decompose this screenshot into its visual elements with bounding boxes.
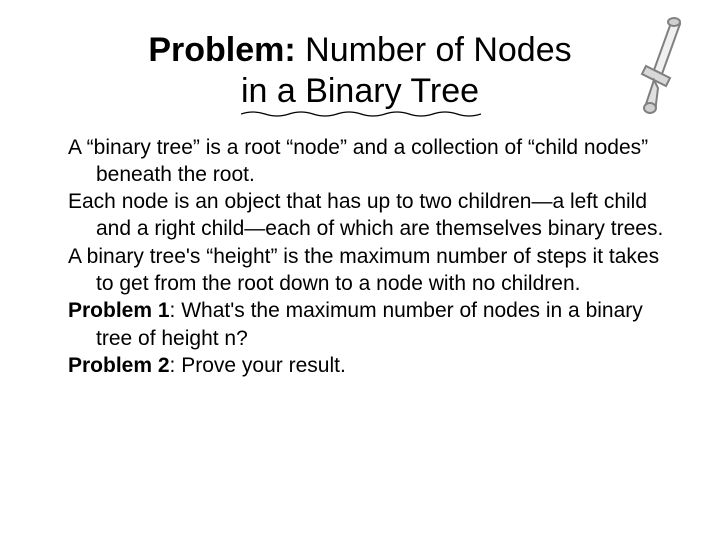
title-line-2-text: in a Binary Tree	[241, 72, 479, 110]
title-line-1: Problem: Number of Nodes	[80, 30, 640, 71]
problem-1-label: Problem 1	[68, 299, 170, 322]
problem-1-text: : What's the maximum number of nodes in …	[96, 299, 643, 349]
paragraph-4: Problem 1: What's the maximum number of …	[40, 297, 680, 352]
body-text: A “binary tree” is a root “node” and a c…	[40, 134, 680, 380]
title-rest-1: Number of Nodes	[296, 31, 572, 69]
paragraph-3: A binary tree's “height” is the maximum …	[40, 243, 680, 298]
paragraph-5: Problem 2: Prove your result.	[40, 352, 680, 379]
title-prefix: Problem:	[148, 31, 295, 69]
slide-title: Problem: Number of Nodes in a Binary Tre…	[80, 30, 640, 112]
sword-icon	[632, 12, 702, 122]
problem-2-label: Problem 2	[68, 354, 170, 377]
problem-2-text: : Prove your result.	[170, 354, 346, 377]
paragraph-2: Each node is an object that has up to tw…	[40, 188, 680, 243]
wavy-underline-icon	[241, 110, 481, 118]
title-line-2: in a Binary Tree	[241, 71, 479, 112]
paragraph-1: A “binary tree” is a root “node” and a c…	[40, 134, 680, 189]
